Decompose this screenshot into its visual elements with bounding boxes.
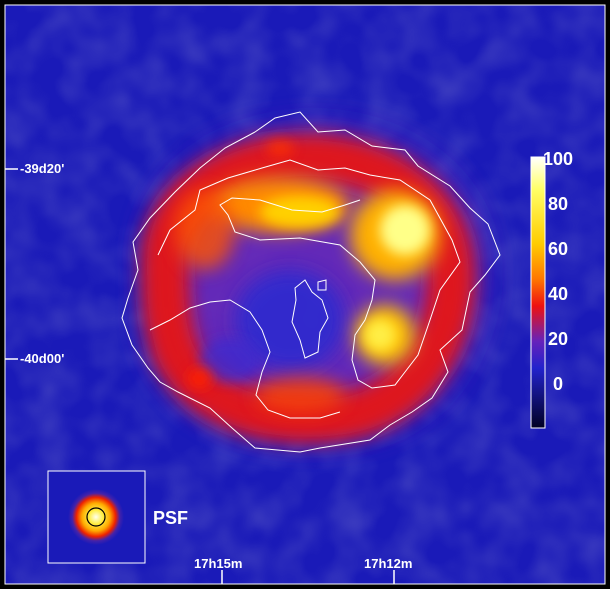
colorbar-tick-label: 20: [547, 329, 569, 349]
colorbar-tick-label: 0: [552, 374, 563, 394]
dec-label-top: -39d20': [20, 161, 65, 176]
colorbar-tick-label: 80: [547, 194, 569, 214]
psf-profile: [68, 489, 124, 545]
colorbar-tick-label: 100: [542, 149, 574, 169]
map-border: [4, 4, 606, 585]
dec-label-bottom: -40d00': [20, 351, 65, 366]
colorbar-tick-label: 40: [547, 284, 569, 304]
psf-circle: [86, 507, 106, 527]
inner-contour-lower: [149, 299, 341, 419]
inner-contour: [157, 159, 461, 389]
outer-contour: [121, 111, 501, 453]
ra-label-left: 17h15m: [194, 556, 243, 571]
central-contour: [291, 279, 329, 359]
psf-label: PSF: [153, 508, 189, 528]
colorbar: [530, 156, 546, 429]
remnant-emission: [140, 128, 482, 443]
ra-label-right: 17h12m: [364, 556, 413, 571]
colorbar-tick-label: 60: [547, 239, 569, 259]
